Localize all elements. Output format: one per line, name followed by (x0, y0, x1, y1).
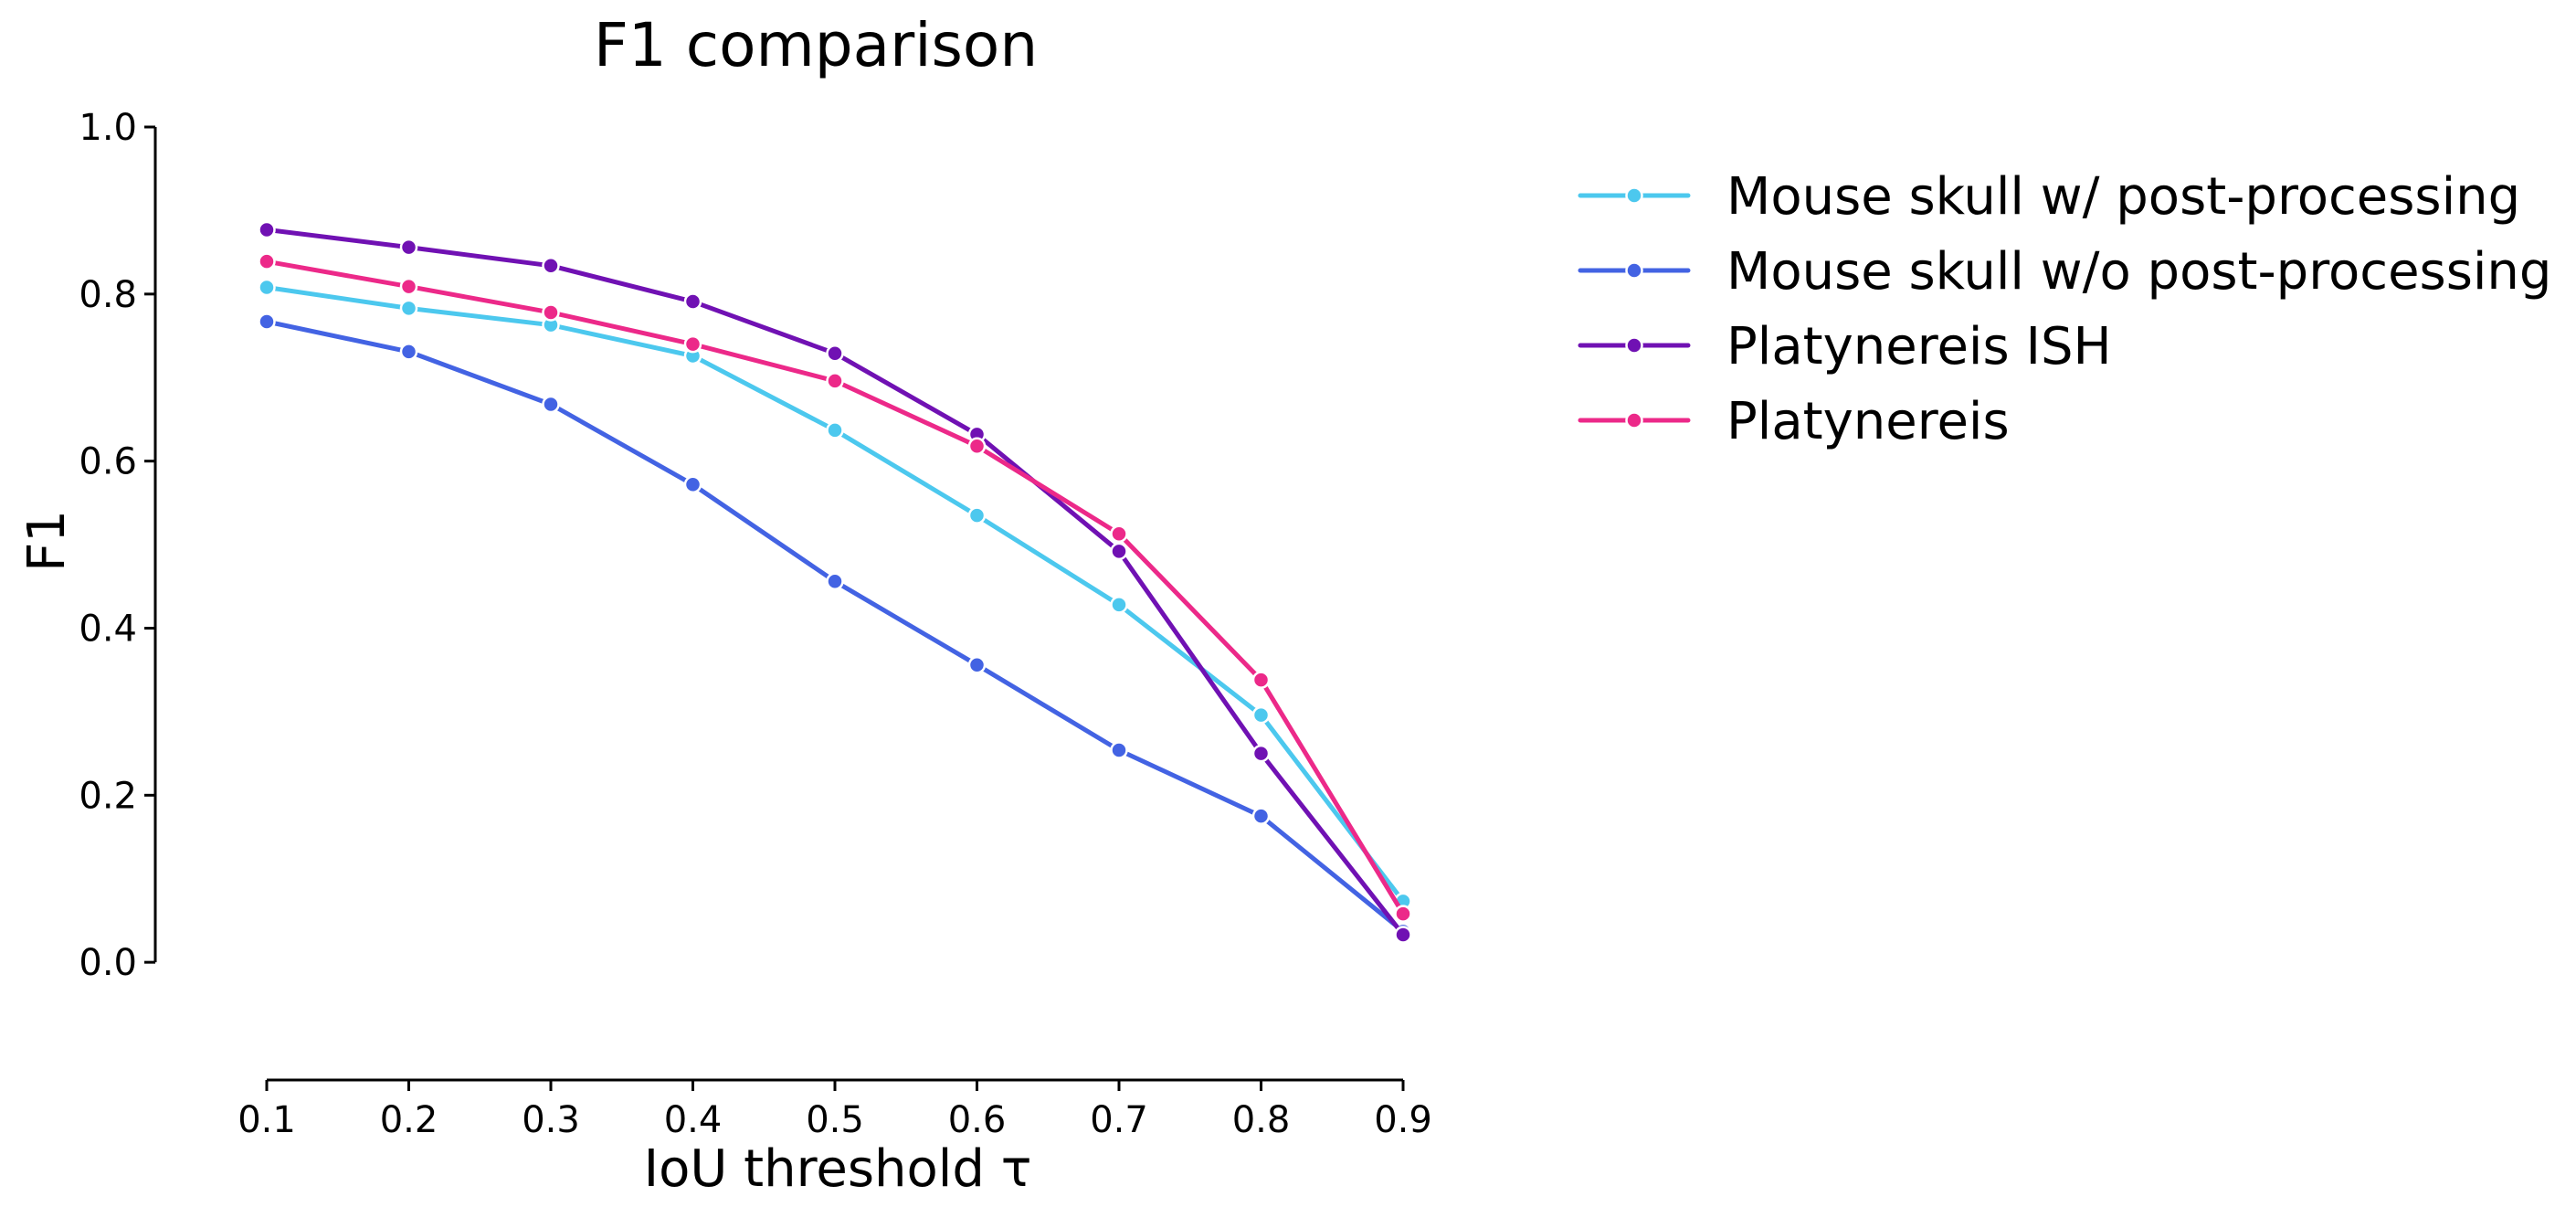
legend-marker-swatch (1625, 411, 1643, 429)
legend-entry: Mouse skull w/ post-processing (1578, 167, 2520, 227)
data-point (683, 334, 702, 354)
y-tick-label: 0.8 (79, 274, 137, 316)
data-point (258, 220, 276, 239)
x-tick-label: 0.4 (664, 1099, 723, 1141)
data-point (258, 312, 276, 331)
series-4 (258, 252, 1412, 923)
legend-label: Platynereis ISH (1726, 317, 2112, 376)
data-point (1394, 926, 1412, 944)
data-point (1110, 741, 1128, 759)
x-tick-label: 0.6 (948, 1099, 1007, 1141)
chart-title: F1 comparison (594, 10, 1038, 80)
y-tick-label: 0.2 (79, 775, 137, 817)
data-point (967, 437, 987, 455)
legend-marker-swatch (1625, 261, 1643, 280)
y-axis-label: F1 (17, 510, 77, 572)
legend-entry: Mouse skull w/o post-processing (1578, 242, 2551, 302)
data-point (1251, 671, 1271, 689)
series-line (264, 319, 1406, 934)
data-point (542, 395, 560, 414)
x-tick-label: 0.5 (806, 1099, 864, 1141)
y-tick-label: 0.0 (79, 942, 137, 984)
data-point (967, 655, 987, 674)
legend-label: Mouse skull w/o post-processing (1726, 242, 2551, 302)
data-point (399, 277, 418, 296)
data-point (683, 292, 702, 311)
x-tick-label: 0.9 (1374, 1099, 1432, 1141)
y-tick-label: 0.4 (79, 608, 137, 650)
plot-series (258, 220, 1412, 944)
data-point (826, 421, 844, 439)
data-point (826, 344, 844, 363)
x-tick-label: 0.2 (380, 1099, 438, 1141)
data-point (683, 475, 702, 494)
data-point (399, 299, 418, 318)
data-point (1251, 705, 1271, 725)
data-point (542, 257, 560, 275)
legend-marker-swatch (1625, 336, 1643, 355)
data-point (399, 238, 418, 257)
series-2 (258, 312, 1412, 941)
data-point (1394, 905, 1412, 923)
y-tick-label: 1.0 (79, 107, 137, 149)
legend-entry: Platynereis (1578, 392, 2010, 451)
x-tick-label: 0.1 (238, 1099, 296, 1141)
y-tick-label: 0.6 (79, 441, 137, 483)
legend-label: Mouse skull w/ post-processing (1726, 167, 2520, 227)
x-tick-label: 0.8 (1232, 1099, 1291, 1141)
legend-marker-swatch (1625, 186, 1643, 205)
data-point (1110, 596, 1128, 614)
x-axis-label: IoU threshold τ (644, 1139, 1032, 1199)
legend-label: Platynereis (1726, 392, 2010, 451)
x-axis: 0.1 0.2 0.3 0.4 0.5 0.6 0.7 0.8 0.9 (238, 1078, 1432, 1141)
y-axis: 0.0 0.2 0.4 0.6 0.8 1.0 (79, 107, 157, 984)
data-point (258, 278, 276, 297)
data-point (826, 372, 844, 390)
legend: Mouse skull w/ post-processing Mouse skul… (1578, 167, 2551, 451)
data-point (1110, 524, 1128, 543)
x-tick-label: 0.3 (522, 1099, 580, 1141)
data-point (826, 572, 844, 591)
series-3 (258, 220, 1412, 944)
data-point (1110, 542, 1128, 561)
data-point (258, 252, 276, 270)
x-tick-label: 0.7 (1090, 1099, 1148, 1141)
data-point (542, 303, 560, 322)
data-point (967, 506, 987, 524)
data-point (1251, 744, 1271, 763)
data-point (399, 343, 418, 361)
series-1 (258, 278, 1412, 911)
legend-entry: Platynereis ISH (1578, 317, 2112, 376)
data-point (1251, 807, 1271, 825)
